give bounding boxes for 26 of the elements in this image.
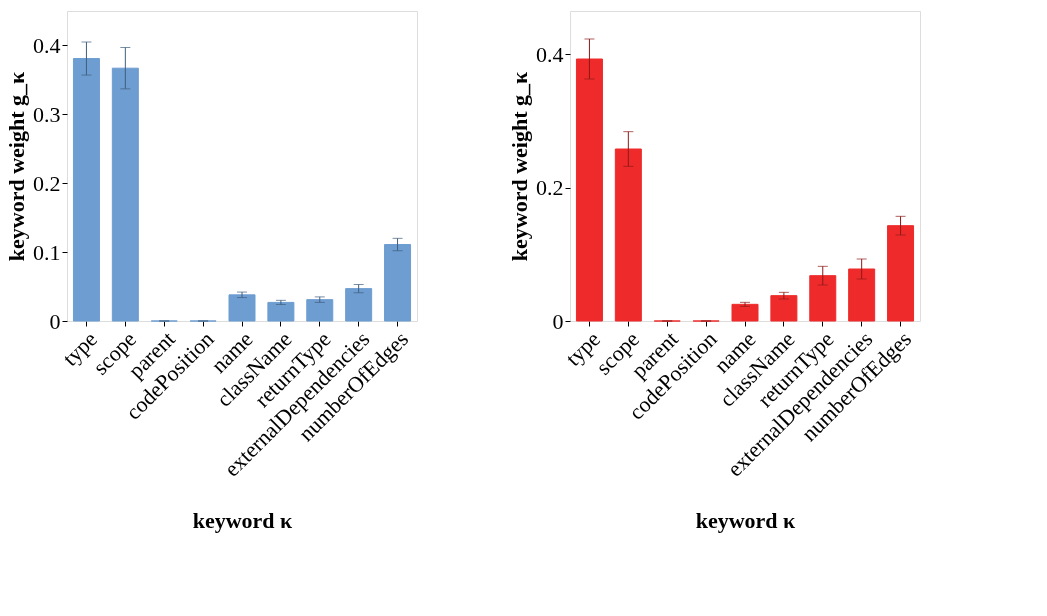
y-tick-label: 0.4 [33,32,61,58]
y-tick-label: 0.4 [536,41,564,67]
bar [111,67,139,322]
y-axis-title: keyword weight g_κ [4,71,29,262]
y-tick-label: 0 [49,308,61,334]
y-tick-label: 0.3 [33,101,61,127]
bar [731,303,759,322]
bar [770,295,798,322]
bar [887,225,915,322]
y-tick-label: 0.2 [536,175,564,201]
x-axis-title: keyword κ [192,507,294,533]
y-tick-label: 0.1 [33,239,61,265]
bar [614,148,642,322]
bar [72,58,100,322]
bar [306,299,334,322]
y-tick-label: 0 [552,308,564,334]
bar [848,268,876,322]
bar [267,301,295,322]
bar [575,58,603,322]
bar [345,288,373,322]
y-tick-label: 0.2 [33,170,61,196]
bar [809,275,837,322]
y-axis-title: keyword weight g_κ [507,71,532,262]
bar [228,294,256,322]
x-axis-title: keyword κ [695,507,797,533]
bar [384,244,412,322]
